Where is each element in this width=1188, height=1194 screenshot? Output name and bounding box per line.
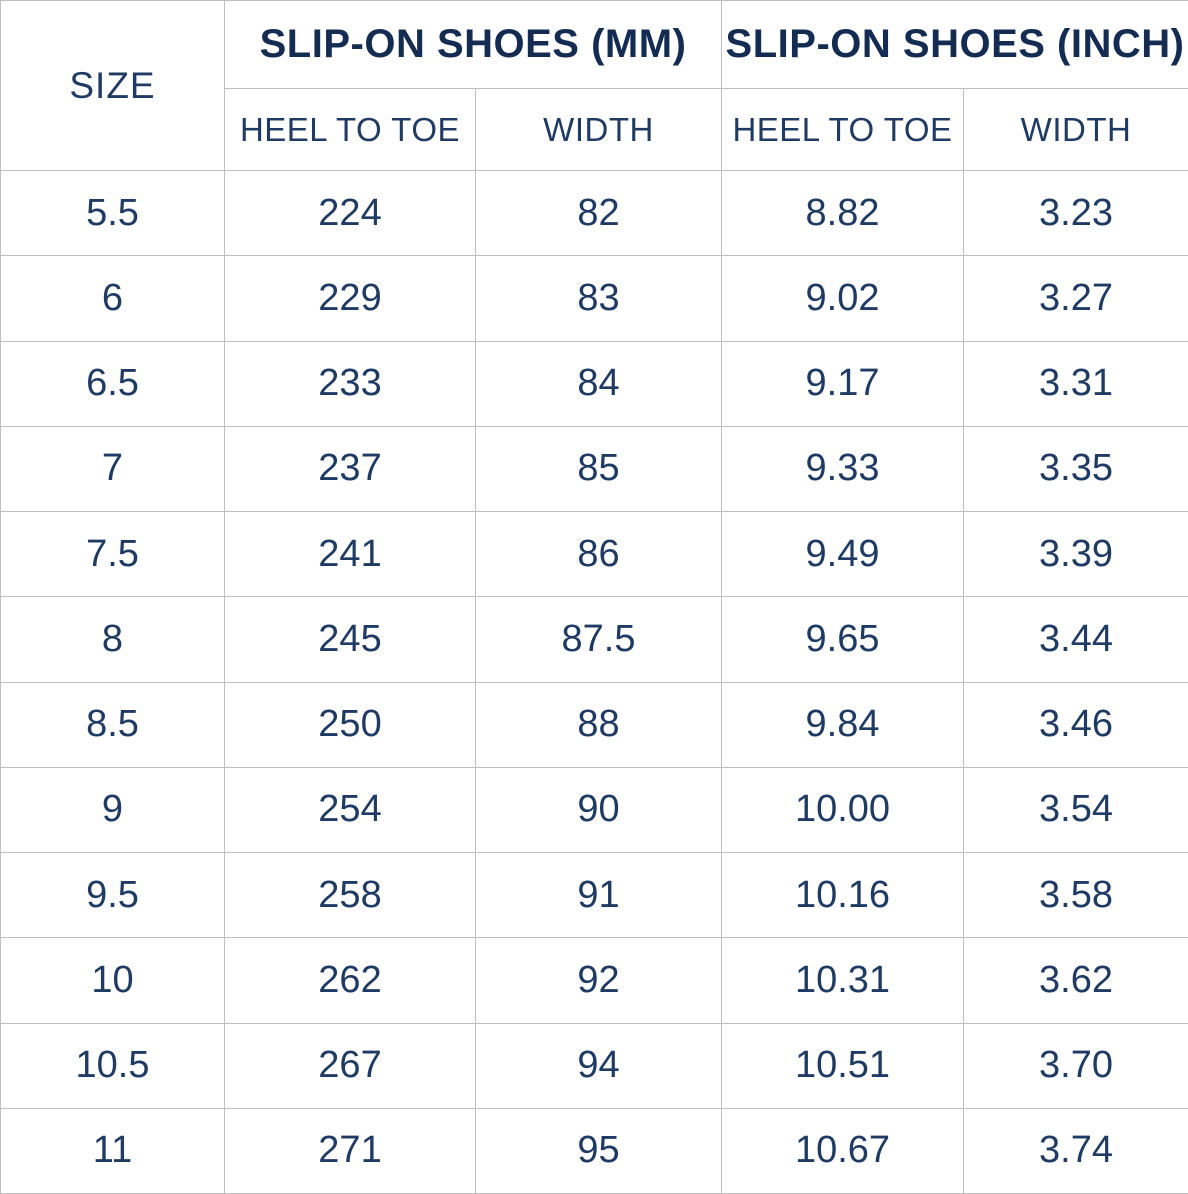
mm-width-cell: 87.5: [476, 597, 722, 682]
inch-width-cell: 3.46: [964, 682, 1188, 767]
inch-heel-to-toe-cell: 10.00: [722, 767, 964, 852]
mm-heel-to-toe-cell: 233: [225, 341, 476, 426]
inch-heel-to-toe-cell: 9.02: [722, 256, 964, 341]
inch-heel-to-toe-cell: 9.17: [722, 341, 964, 426]
mm-width-cell: 92: [476, 938, 722, 1023]
inch-heel-to-toe-cell: 9.84: [722, 682, 964, 767]
mm-heel-to-toe-cell: 241: [225, 512, 476, 597]
inch-heel-to-toe-cell: 9.65: [722, 597, 964, 682]
inch-heel-to-toe-cell: 10.31: [722, 938, 964, 1023]
inch-width-cell: 3.44: [964, 597, 1188, 682]
size-cell: 11: [1, 1108, 225, 1193]
inch-width-cell: 3.27: [964, 256, 1188, 341]
header-size: SIZE: [1, 1, 225, 171]
inch-width-cell: 3.58: [964, 853, 1188, 938]
mm-heel-to-toe-cell: 254: [225, 767, 476, 852]
inch-width-cell: 3.35: [964, 426, 1188, 511]
size-cell: 6: [1, 256, 225, 341]
mm-width-cell: 83: [476, 256, 722, 341]
inch-heel-to-toe-cell: 9.33: [722, 426, 964, 511]
mm-heel-to-toe-cell: 224: [225, 171, 476, 256]
table-header: SIZE SLIP-ON SHOES (MM) SLIP-ON SHOES (I…: [1, 1, 1188, 171]
mm-width-cell: 91: [476, 853, 722, 938]
mm-heel-to-toe-cell: 250: [225, 682, 476, 767]
subheader-mm-width: WIDTH: [476, 89, 722, 171]
inch-width-cell: 3.31: [964, 341, 1188, 426]
inch-width-cell: 3.54: [964, 767, 1188, 852]
mm-width-cell: 82: [476, 171, 722, 256]
size-cell: 5.5: [1, 171, 225, 256]
mm-heel-to-toe-cell: 262: [225, 938, 476, 1023]
group-header-row: SIZE SLIP-ON SHOES (MM) SLIP-ON SHOES (I…: [1, 1, 1188, 89]
mm-heel-to-toe-cell: 245: [225, 597, 476, 682]
size-cell: 10.5: [1, 1023, 225, 1108]
size-cell: 8.5: [1, 682, 225, 767]
mm-heel-to-toe-cell: 229: [225, 256, 476, 341]
inch-heel-to-toe-cell: 8.82: [722, 171, 964, 256]
mm-heel-to-toe-cell: 258: [225, 853, 476, 938]
subheader-inch-width: WIDTH: [964, 89, 1188, 171]
mm-width-cell: 88: [476, 682, 722, 767]
inch-width-cell: 3.74: [964, 1108, 1188, 1193]
inch-width-cell: 3.70: [964, 1023, 1188, 1108]
size-cell: 10: [1, 938, 225, 1023]
size-cell: 9: [1, 767, 225, 852]
inch-width-cell: 3.23: [964, 171, 1188, 256]
size-cell: 6.5: [1, 341, 225, 426]
mm-width-cell: 85: [476, 426, 722, 511]
mm-heel-to-toe-cell: 237: [225, 426, 476, 511]
header-group-mm: SLIP-ON SHOES (MM): [225, 1, 722, 89]
inch-width-cell: 3.62: [964, 938, 1188, 1023]
size-cell: 7: [1, 426, 225, 511]
subheader-mm-heel-to-toe: HEEL TO TOE: [225, 89, 476, 171]
inch-heel-to-toe-cell: 10.51: [722, 1023, 964, 1108]
inch-width-cell: 3.39: [964, 512, 1188, 597]
mm-width-cell: 95: [476, 1108, 722, 1193]
mm-width-cell: 86: [476, 512, 722, 597]
inch-heel-to-toe-cell: 10.16: [722, 853, 964, 938]
size-cell: 7.5: [1, 512, 225, 597]
size-cell: 8: [1, 597, 225, 682]
mm-width-cell: 90: [476, 767, 722, 852]
mm-heel-to-toe-cell: 271: [225, 1108, 476, 1193]
subheader-inch-heel-to-toe: HEEL TO TOE: [722, 89, 964, 171]
mm-width-cell: 84: [476, 341, 722, 426]
header-group-inch: SLIP-ON SHOES (INCH): [722, 1, 1188, 89]
mm-width-cell: 94: [476, 1023, 722, 1108]
inch-heel-to-toe-cell: 10.67: [722, 1108, 964, 1193]
inch-heel-to-toe-cell: 9.49: [722, 512, 964, 597]
size-cell: 9.5: [1, 853, 225, 938]
mm-heel-to-toe-cell: 267: [225, 1023, 476, 1108]
